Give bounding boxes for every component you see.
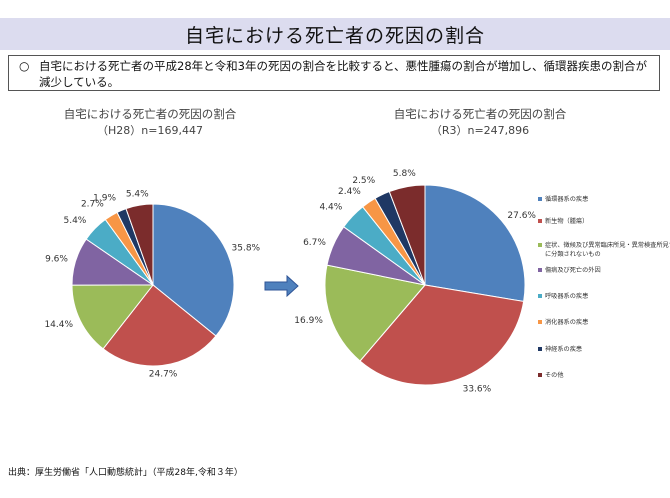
pie-label-0-senility: 9.6% [45, 255, 68, 265]
legend-label-digestive: 消化器系の疾患 [545, 318, 588, 326]
pie-chart-r3: 27.6% 33.6% 16.9% 6.7% 4.4% 2.4%2.5% 5.8% [294, 169, 536, 394]
pie-label-0-respiratory: 5.4% [63, 216, 86, 226]
legend-label-nervous: 神経系の疾患 [545, 345, 582, 353]
pie-slice-1-other [388, 184, 426, 286]
pie-label-1-circulatory: 27.6% [507, 211, 536, 221]
legend-swatch-senility [538, 268, 542, 272]
pie-label-0-other: 5.4% [126, 189, 149, 199]
chart-left-title: 自宅における死亡者の死因の割合 [63, 107, 237, 121]
legend-swatch-symptoms [538, 243, 542, 247]
pie-label-1-respiratory: 4.4% [319, 203, 342, 213]
summary-bullet: ○ [19, 59, 30, 73]
chart-right-title: 自宅における死亡者の死因の割合 [393, 107, 567, 121]
pie-slice-0-circulatory [152, 203, 235, 337]
pie-label-0-symptoms: 14.4% [44, 320, 73, 330]
legend-label-senility: 傷病及び死亡の外因 [545, 266, 601, 274]
legend-label-respiratory: 呼吸器系の疾患 [545, 292, 588, 300]
pie-slice-1-neoplasm [359, 284, 525, 386]
legend-swatch-circulatory [538, 197, 542, 201]
legend-swatch-respiratory [538, 294, 542, 298]
legend-swatch-neoplasm [538, 219, 542, 223]
pie-slice-1-circulatory [424, 184, 526, 303]
legend-label-neoplasm: 新生物（腫瘍） [545, 217, 588, 225]
pie-slice-1-symptoms [324, 264, 426, 362]
legend-label-symptoms: 症状、徴候及び異常臨床所見・異常検査所見で他に分類されないもの [545, 241, 670, 258]
page-title: 自宅における死亡者の死因の割合 [0, 18, 670, 50]
pie-label-1-neoplasm: 33.6% [463, 384, 492, 394]
pie-label-0-digestive: 2.7% [81, 200, 104, 210]
legend-label-other: その他 [545, 371, 564, 379]
pie-label-0-neoplasm: 24.7% [149, 369, 178, 379]
arrow-right-icon [264, 274, 299, 298]
legend-swatch-digestive [538, 320, 542, 324]
summary-text: 自宅における死亡者の平成28年と令和3年の死因の割合を比較すると、悪性腫瘍の割合… [39, 59, 647, 89]
pie-label-1-other: 5.8% [393, 169, 416, 179]
pie-label-0-nervous: 1.9% [93, 193, 116, 203]
pie-slice-0-neoplasm [102, 284, 217, 367]
legend-label-circulatory: 循環器系の疾患 [545, 195, 588, 203]
chart-left-subtitle: （H28）n=169,447 [97, 124, 203, 137]
pie-label-1-digestive: 2.4% [338, 187, 361, 197]
legend-swatch-other [538, 373, 542, 377]
source-note: 出典：厚生労働省「人口動態統計」（平成28年,令和３年） [8, 468, 243, 478]
pie-slice-0-symptoms [71, 284, 155, 350]
pie-slice-0-other [125, 203, 154, 286]
pie-label-1-symptoms: 16.9% [294, 316, 323, 326]
chart-right-subtitle: （R3）n=247,896 [430, 124, 530, 137]
pie-label-0-circulatory: 35.8% [232, 244, 261, 254]
pie-label-1-nervous: 2.5% [352, 176, 375, 186]
summary-box: ○ 自宅における死亡者の平成28年と令和3年の死因の割合を比較すると、悪性腫瘍の… [8, 55, 660, 91]
legend-swatch-nervous [538, 347, 542, 351]
pie-chart-h28: 35.8% 24.7% 14.4% 9.6% 5.4% 2.7%1.9% 5.4% [44, 189, 260, 379]
pie-label-1-senility: 6.7% [303, 238, 326, 248]
